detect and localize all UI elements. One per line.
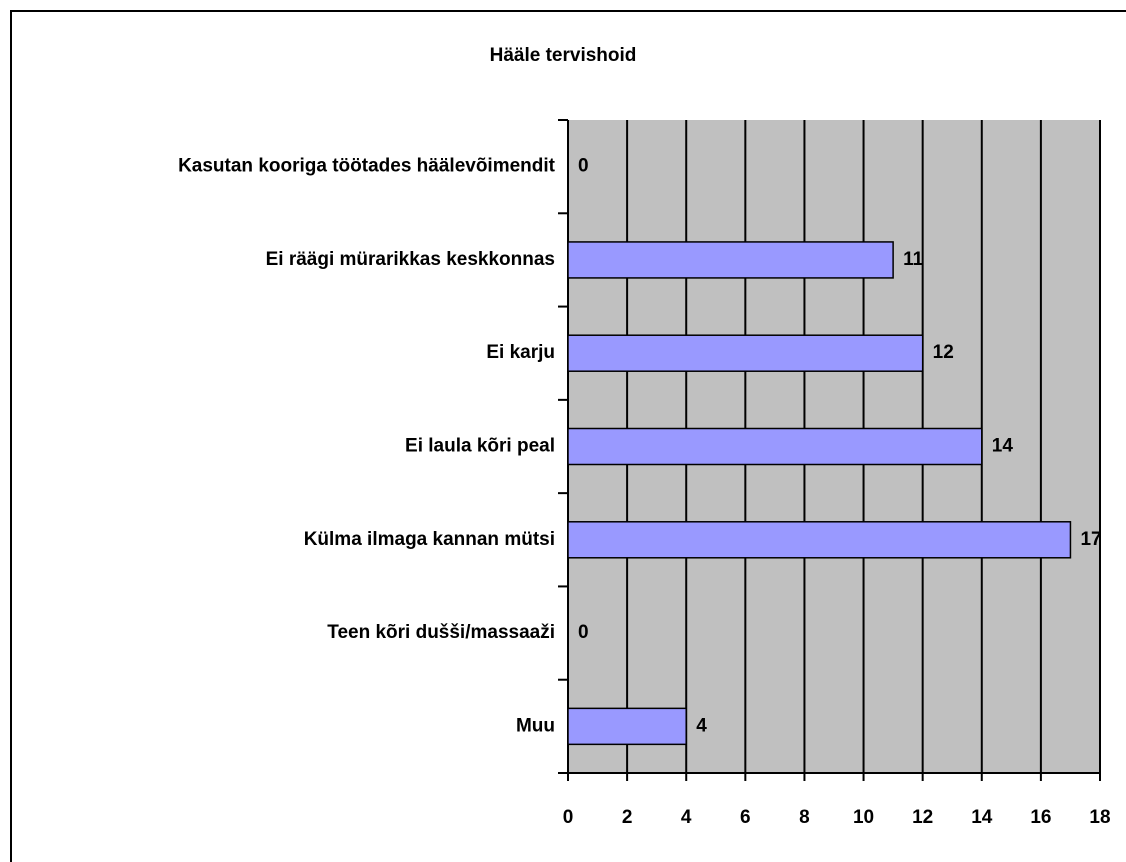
bar [567, 334, 924, 372]
y-tick-label: Ei karju [486, 342, 555, 363]
bar [567, 241, 894, 279]
bar [567, 427, 983, 466]
x-tick-label: 2 [622, 807, 633, 828]
chart-title: Hääle tervishoid [490, 45, 637, 66]
data-label: 0 [578, 156, 589, 177]
data-label: 14 [992, 436, 1014, 457]
data-label: 0 [578, 622, 589, 643]
y-tick-label: Ei räägi mürarikkas keskkonnas [266, 249, 555, 270]
x-tick-label: 8 [799, 807, 810, 828]
x-tick-label: 0 [563, 807, 574, 828]
x-tick-label: 4 [681, 807, 692, 828]
data-label: 17 [1080, 529, 1101, 550]
y-tick-label: Muu [516, 715, 555, 736]
x-tick-label: 14 [971, 807, 993, 828]
data-label: 4 [696, 715, 707, 736]
x-tick-label: 10 [853, 807, 874, 828]
x-tick-label: 6 [740, 807, 751, 828]
data-label: 11 [903, 249, 924, 270]
y-tick-label: Teen kõri dušši/massaaži [327, 622, 555, 643]
bar [567, 707, 687, 746]
x-tick-label: 12 [912, 807, 933, 828]
y-tick-label: Kasutan kooriga töötades häälevõimendit [178, 156, 556, 177]
data-label: 12 [933, 342, 954, 363]
y-tick-label: Ei laula kõri peal [405, 436, 555, 457]
y-tick-label: Külma ilmaga kannan mütsi [304, 529, 555, 550]
x-tick-label: 18 [1089, 807, 1110, 828]
x-tick-label: 16 [1030, 807, 1051, 828]
bar [567, 521, 1072, 559]
